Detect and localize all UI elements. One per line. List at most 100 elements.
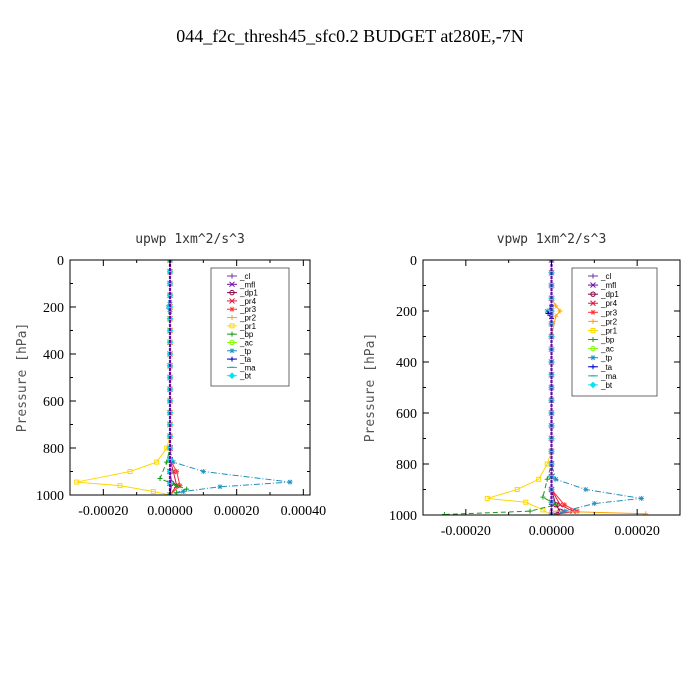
y-tick-label: 1000: [389, 509, 417, 524]
legend-pr3-marker: [229, 306, 235, 312]
x-tick-label: -0.00020: [441, 524, 491, 539]
legend-label: _pr2: [600, 317, 618, 326]
series-line-bp: [444, 260, 558, 515]
legend-label: _mfl: [239, 280, 255, 289]
y-tick-label: 800: [43, 442, 64, 457]
series-point-bp-marker: [544, 476, 550, 482]
legend-label: _ac: [600, 345, 614, 354]
legend-pr2-marker: [229, 315, 235, 321]
legend-label: _ma: [239, 363, 256, 372]
series-point-pr1-marker: [484, 495, 490, 501]
legend-label: _ma: [600, 372, 617, 381]
series-point-pr1-marker: [127, 469, 133, 474]
legend-label: _cl: [600, 272, 611, 281]
series-point-ta-marker: [545, 311, 551, 317]
legend-tp-marker: [229, 348, 235, 354]
series-point-pr1-marker: [150, 488, 156, 494]
x-tick-label: 0.00040: [281, 504, 327, 519]
series-point-pr1-marker: [536, 476, 542, 482]
legend-pr4-marker: [590, 300, 596, 307]
series-point-tp-marker: [553, 476, 559, 482]
legend-label: _cl: [239, 272, 250, 281]
series-point-pr3-marker: [574, 508, 580, 514]
legend-label: _ac: [239, 338, 253, 347]
legend-label: _pr4: [239, 297, 257, 306]
series-point-bp-marker: [164, 459, 170, 465]
figure-title: 044_f2c_thresh45_sfc0.2 BUDGET at280E,-7…: [176, 26, 524, 46]
panel-title: vpwp 1xm^2/s^3: [497, 232, 607, 247]
legend-mfl-marker: [229, 281, 235, 288]
legend: _cl_mfl_dp1_pr4_pr3_pr2_pr1_bp_ac_tp_ta_…: [210, 267, 290, 387]
legend-box: [210, 267, 290, 387]
y-tick-label: 600: [396, 407, 417, 422]
series-line-pr1: [487, 260, 552, 515]
series-point-tp-marker: [561, 508, 567, 514]
legend-label: _bt: [600, 381, 613, 390]
y-tick-label: 1000: [36, 489, 64, 504]
x-tick-label: 0.00020: [614, 524, 660, 539]
x-tick-label: 0.00020: [214, 504, 260, 519]
legend-box: [571, 267, 658, 397]
series-point-pr4-marker: [557, 501, 563, 508]
y-tick-label: 800: [396, 458, 417, 473]
series-group: [441, 260, 649, 515]
series-point-bp-marker: [174, 483, 180, 489]
series-point-bp-marker: [441, 511, 447, 515]
series-point-tp-marker: [638, 495, 644, 501]
y-tick-label: 400: [396, 356, 417, 371]
x-tick-label: 0.00000: [147, 504, 193, 519]
legend-cl-marker: [590, 273, 596, 279]
series-point-tp-marker: [583, 487, 589, 492]
legend-pr1-marker: [590, 327, 596, 333]
series-point-pr1-marker: [154, 459, 160, 465]
series-point-tp-marker: [200, 469, 206, 474]
y-tick-label: 0: [410, 254, 417, 269]
legend-ta-marker: [229, 356, 235, 362]
y-axis-label: Pressure [hPa]: [15, 323, 30, 433]
legend-label: _dp1: [600, 290, 619, 299]
upwp-panel: upwp 1xm^2/s^3 Pressure [hPa] 0 200 400 600 80…: [15, 232, 326, 519]
legend-pr4-marker: [229, 298, 235, 304]
series-point-pr1-marker: [514, 487, 520, 492]
legend-label: _ta: [600, 363, 613, 372]
y-tick-label: 600: [43, 395, 64, 410]
vpwp-panel: vpwp 1xm^2/s^3 Pressure [hPa] 0 200 400 600 80…: [363, 232, 681, 539]
y-axis-label: Pressure [hPa]: [363, 333, 378, 443]
y-tick-label: 400: [43, 348, 64, 363]
x-tick-label: 0.00000: [529, 524, 575, 539]
y-tick-label: 200: [43, 301, 64, 316]
legend-label: _pr2: [239, 314, 257, 323]
y-tick-label: 200: [396, 305, 417, 320]
series-point-tp-marker: [180, 488, 186, 494]
legend-bt-marker: [589, 381, 597, 389]
legend: _cl_mfl_dp1_pr4_pr3_pr2_pr1_bp_ac_tp_ta_…: [571, 267, 658, 397]
series-point-tp-marker: [591, 501, 597, 507]
series-point-bp-marker: [157, 476, 163, 482]
series-point-pr1-marker: [74, 479, 80, 485]
series-point-pr1-marker: [117, 483, 123, 489]
legend-ta-marker: [590, 364, 596, 370]
series-point-bp-marker: [527, 508, 533, 514]
legend-label: _tp: [600, 354, 613, 363]
legend-pr3-marker: [590, 309, 596, 315]
legend-label: _bp: [600, 336, 615, 345]
series-point-tp-marker: [544, 308, 550, 314]
panel-title: upwp 1xm^2/s^3: [135, 232, 245, 247]
legend-label: _bt: [239, 372, 252, 381]
series-point-pr2-marker: [553, 313, 559, 319]
series-point-bp-marker: [553, 502, 559, 508]
legend-tp-marker: [590, 355, 596, 361]
legend-label: _pr1: [600, 326, 618, 335]
x-tick-label: -0.00020: [78, 504, 128, 519]
legend-label: _pr3: [600, 308, 618, 317]
legend-label: _pr4: [600, 299, 618, 308]
series-point-tp-marker: [217, 484, 223, 490]
series-point-pr2-marker: [557, 308, 563, 314]
legend-label: _pr1: [239, 322, 257, 331]
series-point-bp-marker: [184, 486, 190, 492]
series-point-pr3-marker: [174, 469, 180, 474]
y-tick-label: 0: [57, 254, 64, 269]
legend-bp-marker: [590, 337, 596, 343]
series-point-pr2-marker: [643, 511, 649, 515]
